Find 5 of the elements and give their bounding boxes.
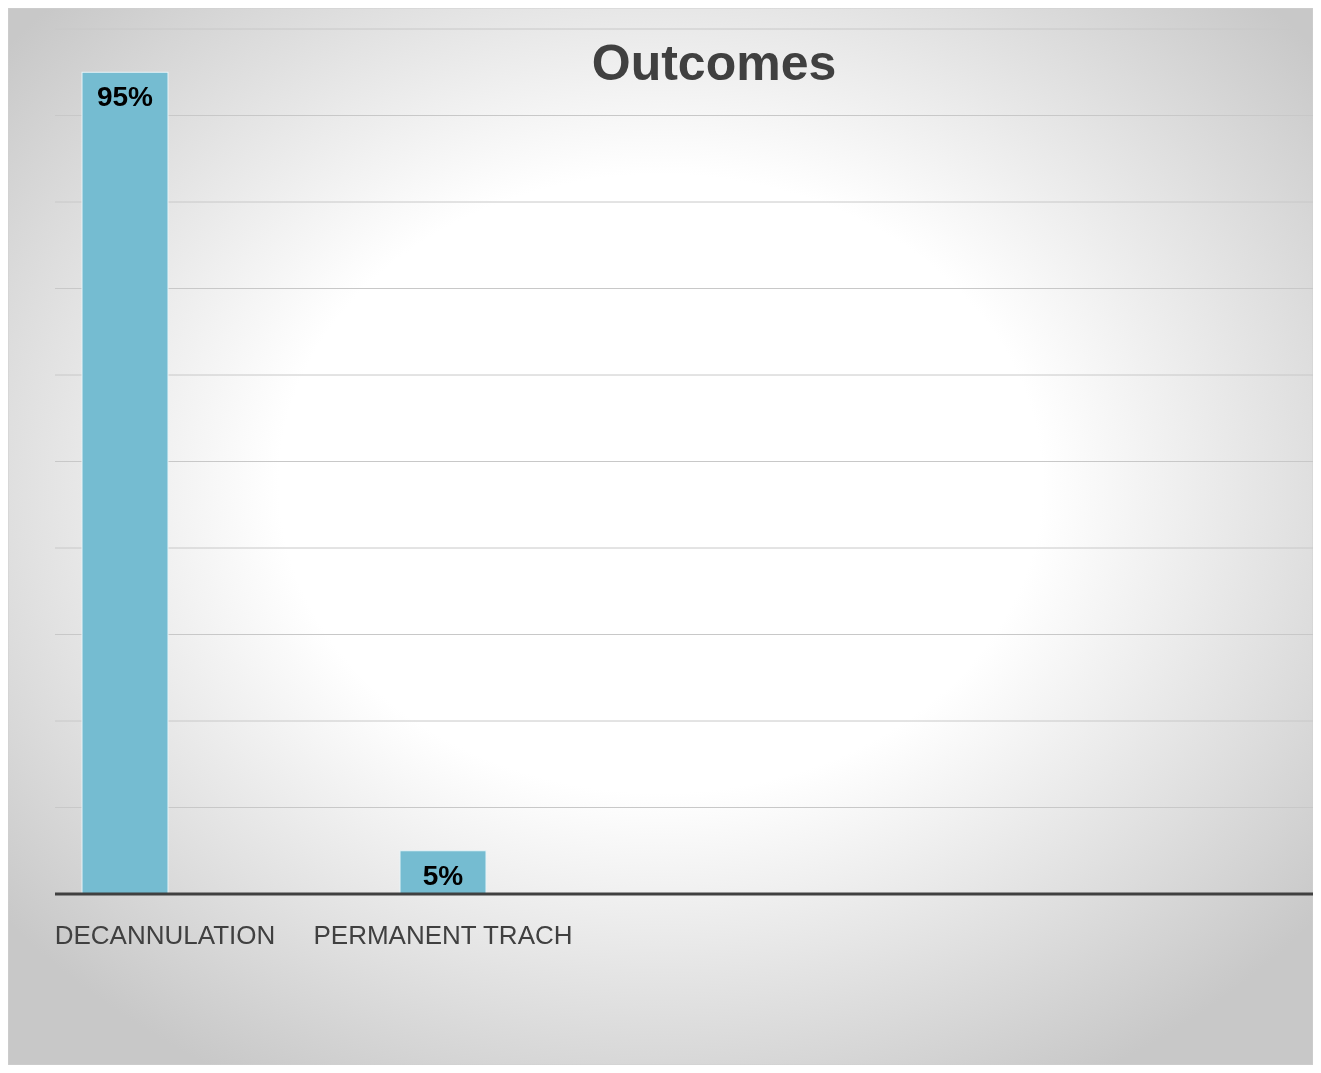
x-tick-label: DECANNULATION	[54, 920, 276, 950]
data-label: 95%	[96, 81, 154, 113]
data-label: 5%	[422, 859, 464, 891]
text: Outcomes	[591, 35, 837, 91]
x-tick-label: PERMANENT TRACH	[313, 920, 573, 950]
